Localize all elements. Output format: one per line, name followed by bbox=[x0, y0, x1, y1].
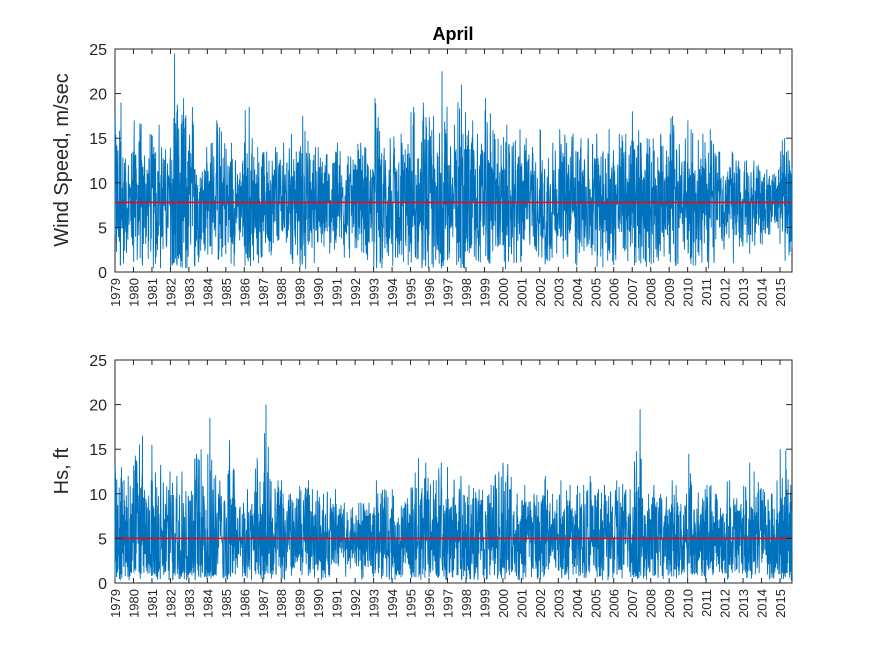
x-tick-label: 2013 bbox=[736, 589, 751, 618]
x-tick-label: 2012 bbox=[718, 278, 733, 307]
x-tick-label: 1986 bbox=[237, 589, 252, 618]
chart-1-ylabel: Wind Speed, m/sec bbox=[51, 73, 73, 246]
x-tick-label: 2003 bbox=[551, 589, 566, 618]
x-tick-label: 1999 bbox=[477, 589, 492, 618]
x-tick-label: 1980 bbox=[127, 278, 142, 307]
x-tick-label: 1988 bbox=[274, 278, 289, 307]
x-tick-label: 2006 bbox=[607, 589, 622, 618]
chart-2-ylabel: Hs, ft bbox=[51, 447, 73, 494]
y-tick-label: 15 bbox=[89, 131, 107, 148]
x-tick-label: 2001 bbox=[514, 278, 529, 307]
x-tick-label: 1990 bbox=[311, 278, 326, 307]
x-tick-label: 2008 bbox=[644, 278, 659, 307]
x-tick-label: 1998 bbox=[459, 278, 474, 307]
x-tick-label: 1979 bbox=[108, 278, 123, 307]
x-tick-label: 2010 bbox=[681, 278, 696, 307]
x-tick-label: 1993 bbox=[367, 589, 382, 618]
x-tick-label: 1989 bbox=[293, 589, 308, 618]
x-tick-label: 2012 bbox=[718, 589, 733, 618]
x-tick-label: 1988 bbox=[274, 589, 289, 618]
x-tick-label: 2007 bbox=[625, 589, 640, 618]
x-tick-label: 2009 bbox=[662, 278, 677, 307]
x-tick-label: 1979 bbox=[108, 589, 123, 618]
x-tick-label: 2008 bbox=[644, 589, 659, 618]
x-tick-label: 1985 bbox=[219, 278, 234, 307]
y-tick-label: 25 bbox=[89, 353, 107, 370]
x-tick-label: 1982 bbox=[163, 589, 178, 618]
x-tick-label: 2002 bbox=[533, 589, 548, 618]
x-tick-label: 1995 bbox=[404, 278, 419, 307]
y-tick-label: 25 bbox=[89, 42, 107, 59]
x-tick-label: 2005 bbox=[588, 589, 603, 618]
x-tick-label: 2009 bbox=[662, 589, 677, 618]
x-tick-label: 1986 bbox=[237, 278, 252, 307]
x-tick-label: 2014 bbox=[755, 278, 770, 307]
x-tick-label: 2004 bbox=[570, 589, 585, 618]
series-line bbox=[114, 404, 793, 581]
x-tick-label: 1993 bbox=[367, 278, 382, 307]
x-tick-label: 2011 bbox=[699, 589, 714, 617]
x-tick-label: 1987 bbox=[256, 589, 271, 618]
x-tick-label: 1994 bbox=[385, 278, 400, 307]
x-tick-label: 2015 bbox=[773, 589, 788, 618]
x-tick-label: 1982 bbox=[163, 278, 178, 307]
y-tick-label: 15 bbox=[89, 442, 107, 459]
x-tick-label: 2001 bbox=[514, 589, 529, 618]
x-tick-label: 2000 bbox=[496, 589, 511, 618]
x-tick-label: 2003 bbox=[551, 278, 566, 307]
x-tick-label: 1997 bbox=[441, 278, 456, 307]
x-tick-label: 2004 bbox=[570, 278, 585, 307]
x-tick-label: 2006 bbox=[607, 278, 622, 307]
x-tick-label: 2015 bbox=[773, 278, 788, 307]
x-tick-label: 2005 bbox=[588, 278, 603, 307]
y-tick-label: 10 bbox=[89, 487, 107, 504]
x-tick-label: 1997 bbox=[441, 589, 456, 618]
x-tick-label: 1984 bbox=[200, 589, 215, 618]
series-line bbox=[114, 53, 793, 270]
x-tick-label: 1998 bbox=[459, 589, 474, 618]
x-tick-label: 2002 bbox=[533, 278, 548, 307]
x-tick-label: 2010 bbox=[681, 589, 696, 618]
x-tick-label: 1992 bbox=[348, 589, 363, 618]
x-tick-label: 1981 bbox=[145, 278, 160, 307]
x-tick-label: 2007 bbox=[625, 278, 640, 307]
x-tick-label: 1994 bbox=[385, 589, 400, 618]
x-tick-label: 1990 bbox=[311, 589, 326, 618]
y-tick-label: 0 bbox=[98, 265, 107, 282]
x-tick-label: 1983 bbox=[182, 278, 197, 307]
x-tick-label: 1991 bbox=[330, 589, 345, 618]
x-tick-label: 2011 bbox=[699, 278, 714, 306]
x-tick-label: 2013 bbox=[736, 278, 751, 307]
y-tick-label: 5 bbox=[98, 531, 107, 548]
y-tick-label: 0 bbox=[98, 576, 107, 593]
x-tick-label: 1984 bbox=[200, 278, 215, 307]
y-tick-label: 20 bbox=[89, 87, 107, 104]
x-tick-label: 1989 bbox=[293, 278, 308, 307]
x-tick-label: 1980 bbox=[127, 589, 142, 618]
x-tick-label: 1992 bbox=[348, 278, 363, 307]
x-tick-label: 1996 bbox=[422, 589, 437, 618]
x-tick-label: 1987 bbox=[256, 278, 271, 307]
chart-1-title: April bbox=[432, 24, 473, 44]
x-tick-label: 1999 bbox=[477, 278, 492, 307]
x-tick-label: 1981 bbox=[145, 589, 160, 618]
x-tick-label: 1991 bbox=[330, 278, 345, 307]
x-tick-label: 2014 bbox=[755, 589, 770, 618]
y-tick-label: 10 bbox=[89, 176, 107, 193]
y-tick-label: 20 bbox=[89, 398, 107, 415]
x-tick-label: 1996 bbox=[422, 278, 437, 307]
x-tick-label: 2000 bbox=[496, 278, 511, 307]
y-tick-label: 5 bbox=[98, 220, 107, 237]
x-tick-label: 1983 bbox=[182, 589, 197, 618]
x-tick-label: 1995 bbox=[404, 589, 419, 618]
chart-1: April Wind Speed, m/sec 0 5 10 15 20 25 1979 19… bbox=[51, 24, 793, 307]
x-tick-label: 1985 bbox=[219, 589, 234, 618]
